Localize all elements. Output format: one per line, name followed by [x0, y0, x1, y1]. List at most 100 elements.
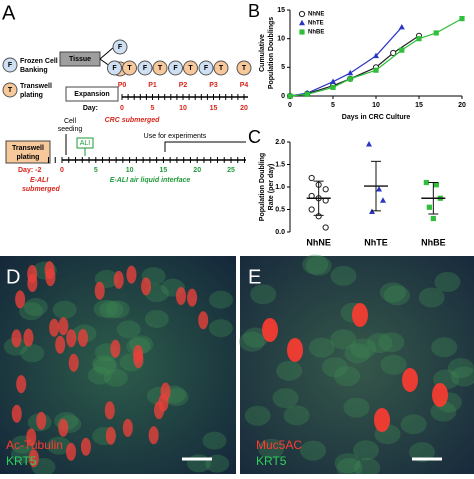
cell — [238, 331, 265, 352]
cilia — [141, 277, 152, 296]
symbol — [2, 82, 18, 98]
x-tick-label: 10 — [372, 102, 380, 109]
cell — [208, 290, 233, 309]
cilia — [44, 261, 55, 280]
cell — [336, 458, 363, 479]
cell — [353, 440, 380, 461]
point — [398, 24, 405, 30]
symbol-label: F — [8, 62, 13, 69]
goblet — [287, 338, 303, 362]
cell — [321, 357, 348, 378]
symbol — [112, 39, 128, 55]
symbol — [2, 57, 18, 73]
transwell-box — [5, 140, 51, 164]
use-label: Use for experiments — [144, 133, 207, 140]
cell — [87, 366, 112, 385]
cell — [23, 298, 48, 317]
image-d: D Ac-Tubulin KRT5 — [0, 256, 236, 476]
point — [373, 67, 379, 73]
point — [380, 197, 386, 203]
legend-label: NhNE — [308, 12, 324, 18]
cilia — [16, 375, 27, 394]
cilia — [66, 329, 77, 348]
point — [376, 186, 382, 192]
bracket — [164, 141, 246, 152]
day: 10 — [179, 105, 187, 112]
legend-marker — [299, 19, 305, 26]
symbol-label: T — [219, 65, 224, 72]
symbol-label: F — [112, 65, 117, 72]
cell — [250, 284, 277, 305]
y-tick-label: 0 — [281, 93, 285, 100]
cell — [103, 368, 128, 387]
cell — [408, 442, 435, 463]
cell — [116, 320, 141, 339]
panel-label: B — [248, 1, 260, 21]
stain-label: KRT5 — [6, 454, 37, 468]
connector — [99, 46, 115, 60]
point — [426, 204, 432, 210]
goblet — [262, 318, 278, 342]
cilia — [27, 273, 38, 292]
day: 20 — [240, 105, 248, 112]
y-tick-label: 10 — [277, 36, 285, 43]
symbol — [152, 60, 168, 76]
expansion-box — [65, 86, 119, 102]
cilia — [176, 286, 187, 305]
symbol-label: T — [158, 65, 163, 72]
day: 0 — [60, 167, 64, 174]
y-tick-label: 15 — [277, 7, 285, 14]
crc-label: CRC submerged — [105, 117, 161, 124]
cell — [52, 300, 77, 319]
symbol-label: T — [8, 87, 13, 94]
cell — [334, 453, 361, 474]
panel-label: A — [2, 2, 16, 24]
symbol — [183, 60, 198, 76]
cell — [450, 366, 474, 387]
seeding: Cell — [64, 118, 77, 125]
cilia — [28, 449, 39, 468]
symbol-label: T — [188, 65, 193, 72]
cell — [380, 354, 407, 375]
cilia — [58, 317, 69, 336]
passage: P3 — [209, 82, 218, 89]
x-tick-label: NhTE — [364, 237, 388, 247]
y-label: Population Doublings — [268, 17, 275, 89]
cilia — [80, 437, 91, 456]
x-label: Days in CRC Culture — [342, 114, 411, 121]
cell — [283, 405, 310, 426]
line — [289, 26, 403, 97]
symbol — [168, 60, 183, 76]
y-label: Rate (per day) — [268, 164, 275, 211]
cell — [383, 285, 410, 306]
transwell: Transwell — [12, 145, 44, 152]
day: 20 — [193, 167, 201, 174]
cell — [46, 436, 71, 455]
point — [304, 91, 310, 97]
point — [322, 224, 329, 231]
cilia — [133, 350, 144, 369]
point — [430, 215, 436, 222]
cilia — [11, 404, 22, 423]
symbol — [122, 60, 137, 76]
cilia — [15, 290, 26, 309]
x-tick-label: 5 — [331, 102, 335, 109]
cell — [334, 366, 361, 387]
cell — [447, 358, 474, 379]
legend-text: plating — [20, 92, 43, 99]
cell — [144, 309, 169, 328]
symbol — [198, 60, 214, 76]
y-label: Cumulative — [259, 34, 266, 72]
legend-marker — [299, 29, 305, 35]
cell — [258, 438, 285, 459]
line — [289, 35, 420, 97]
cell — [20, 344, 45, 363]
ali: ALI — [80, 140, 91, 147]
cilia — [104, 401, 115, 420]
symbol-label: F — [118, 44, 123, 51]
legend-text: Transwell — [20, 83, 52, 90]
cilia — [66, 442, 77, 461]
cilia — [23, 328, 34, 347]
point — [347, 69, 354, 76]
cilia — [187, 288, 198, 307]
